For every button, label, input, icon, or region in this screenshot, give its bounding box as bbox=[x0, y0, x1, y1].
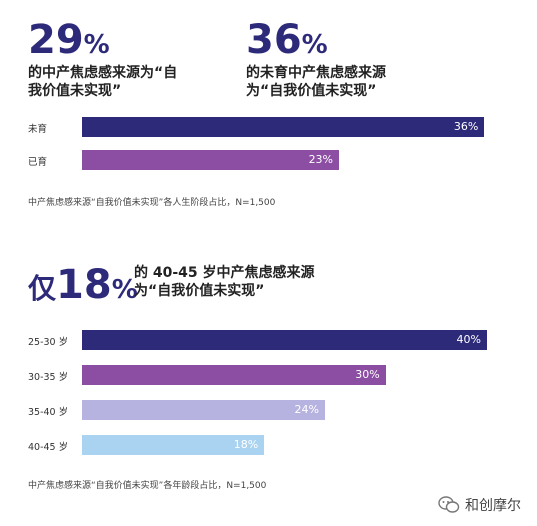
bar-value-label: 36% bbox=[453, 120, 479, 133]
bar-value-label: 24% bbox=[294, 403, 319, 416]
headline-3-value: 仅18% bbox=[28, 262, 138, 308]
bar bbox=[82, 150, 340, 170]
category-label: 未育 bbox=[28, 124, 48, 135]
bar bbox=[82, 365, 386, 385]
bar bbox=[82, 117, 485, 137]
bar bbox=[82, 330, 487, 350]
headline-2-value: 36% bbox=[246, 17, 328, 63]
category-label: 已育 bbox=[28, 157, 48, 168]
category-label: 35-40 岁 bbox=[28, 407, 69, 418]
bar-value-label: 40% bbox=[456, 333, 481, 346]
watermark: 和创摩尔 bbox=[438, 495, 521, 515]
chart-1-note: 中产焦虑感来源“自我价值未实现”各人生阶段占比，N=1,500 bbox=[28, 198, 276, 208]
bar-value-label: 23% bbox=[308, 153, 334, 166]
bar-value-label: 30% bbox=[355, 368, 380, 381]
chart-2-note: 中产焦虑感来源“自我价值未实现”各年龄段占比，N=1,500 bbox=[28, 481, 267, 491]
watermark-text: 和创摩尔 bbox=[465, 498, 521, 514]
bar-value-label: 18% bbox=[233, 438, 259, 451]
bar bbox=[82, 400, 325, 420]
headline-1-value: 29% bbox=[28, 17, 110, 63]
headline-1-text: 的中产焦虑感来源为“自 我价值未实现” bbox=[28, 65, 178, 99]
headline-3-text: 的 40-45 岁中产焦虑感来源 为“自我价值未实现” bbox=[134, 265, 315, 299]
headline-2-text: 的未育中产焦虑感来源 为“自我价值未实现” bbox=[246, 65, 386, 99]
category-label: 40-45 岁 bbox=[28, 442, 69, 453]
category-label: 25-30 岁 bbox=[28, 337, 69, 348]
bar bbox=[82, 435, 265, 455]
category-label: 30-35 岁 bbox=[28, 372, 69, 383]
wechat-icon bbox=[438, 496, 460, 513]
